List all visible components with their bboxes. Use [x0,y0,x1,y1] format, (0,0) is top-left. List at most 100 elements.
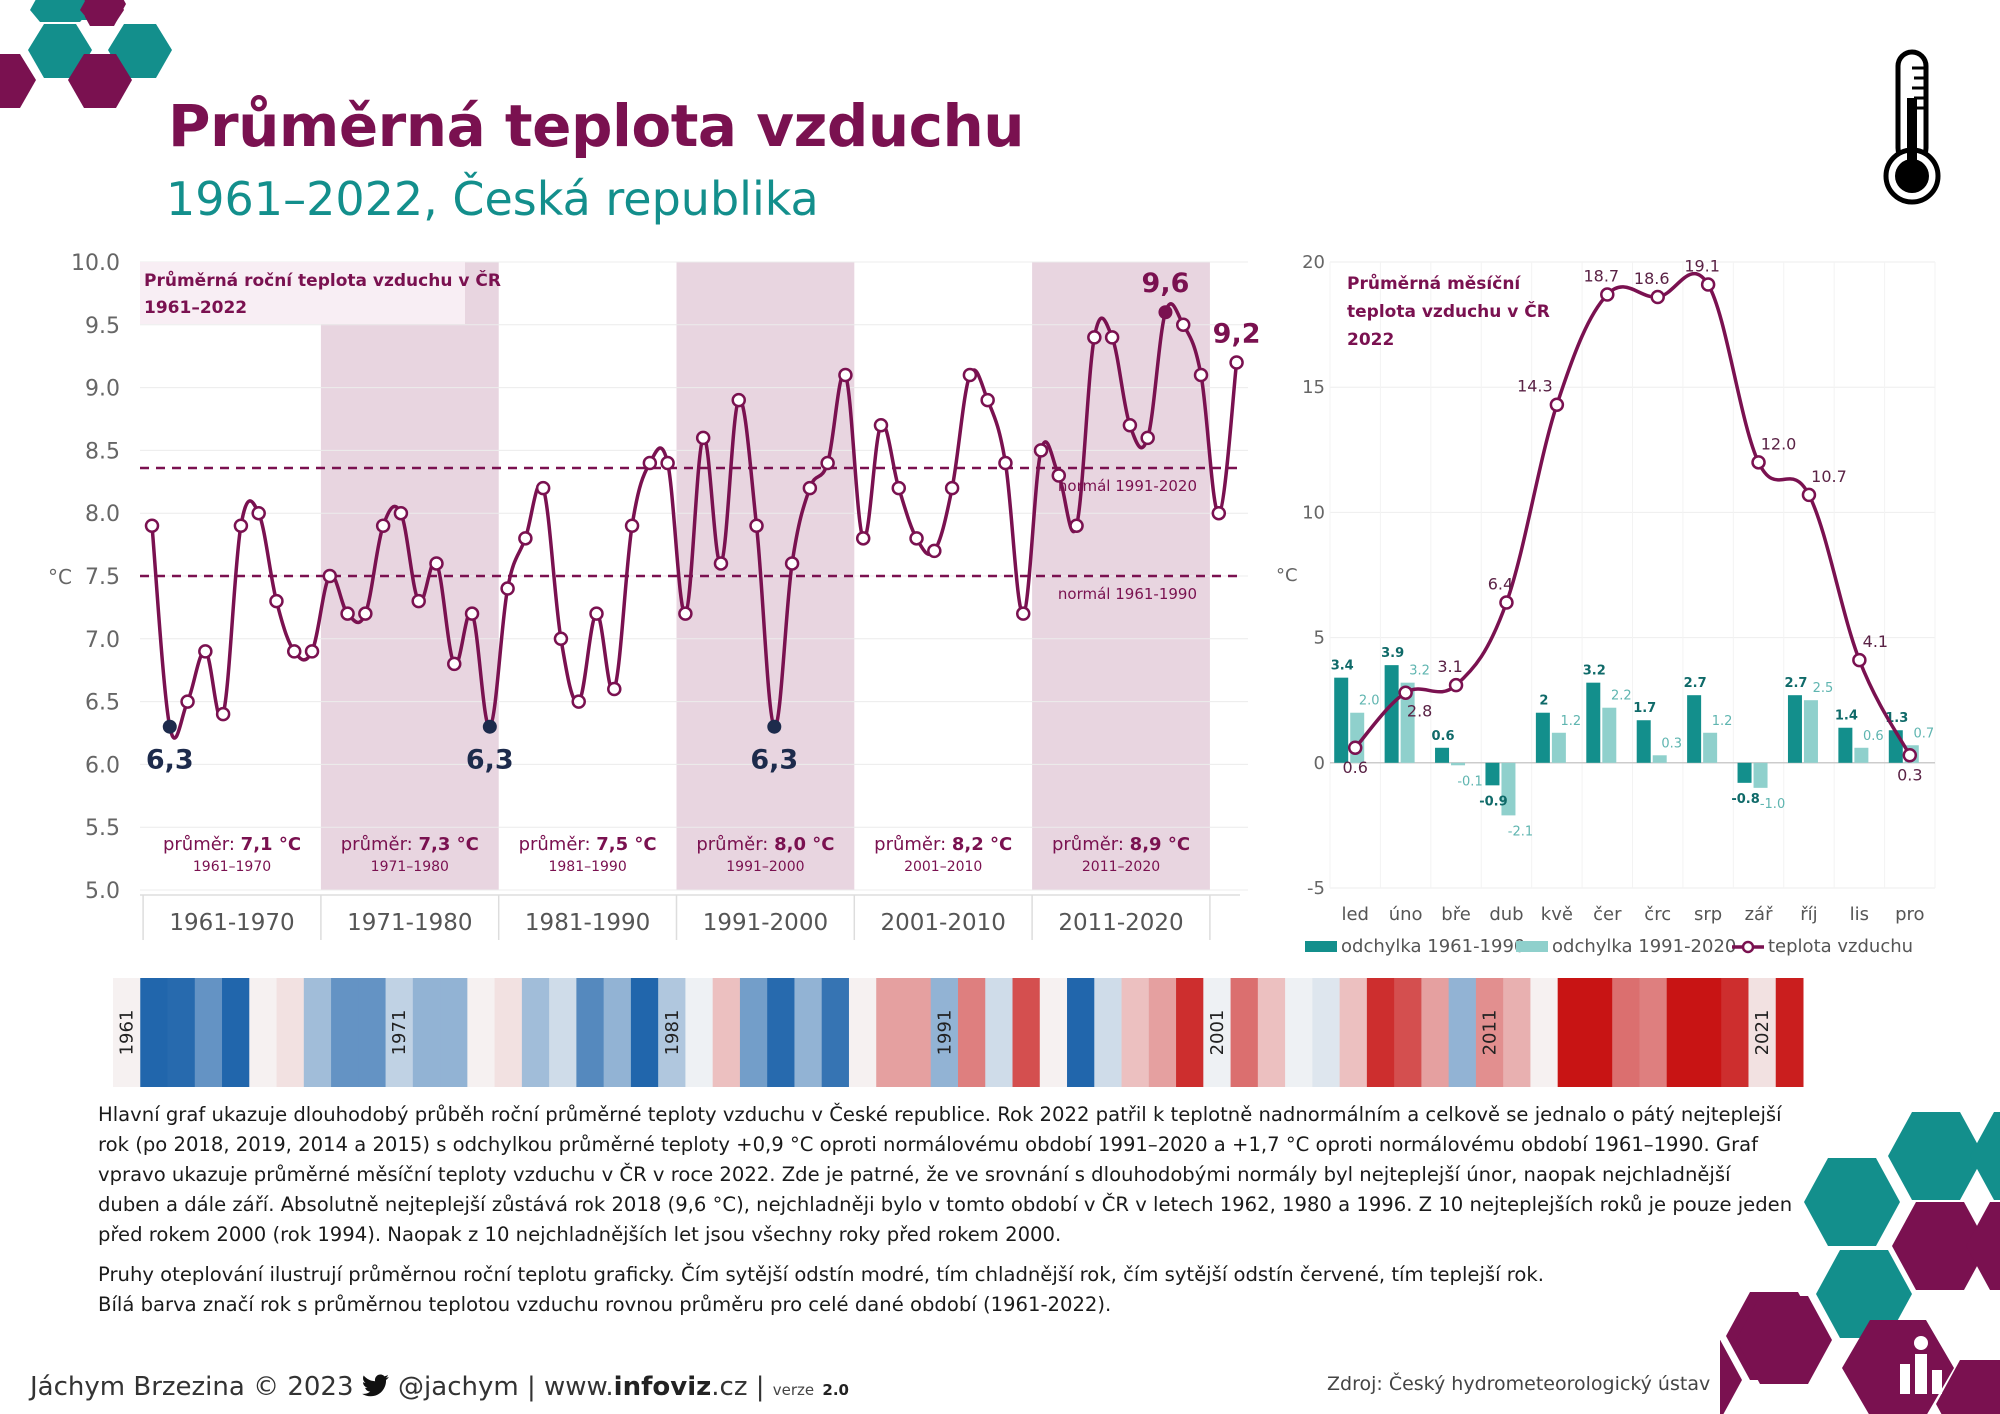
bar-label: 0.6 [1432,729,1455,744]
thermometer-icon [1883,49,1941,205]
description-paragraph-2: Pruhy oteplování ilustrují průměrnou roč… [98,1263,1544,1286]
y-tick-label: 7.0 [85,628,120,653]
author: Jáchym Brzezina © 2023 [30,1372,354,1402]
bar [1753,762,1768,788]
warming-stripe [1584,978,1613,1087]
data-point [393,505,409,521]
data-point [962,367,978,383]
monthly-temperature-chart: -5 0 5 10 15 20 °C Průměrná měsíční teplota vzdu… [1276,252,1936,957]
twitter-handle[interactable]: @jachym [398,1372,519,1402]
chart-title: Průměrná měsíční teplota vzduchu v ČR 2022 [1347,272,1550,350]
x-axis-decade-label: 1961-1970 [169,910,294,936]
warming-stripe [1666,978,1695,1087]
warming-stripe [658,978,686,1087]
data-point [784,556,800,571]
warming-stripe [1421,978,1450,1087]
data-point [1104,330,1120,345]
warming-stripe [249,978,278,1087]
warming-stripe [467,978,496,1087]
warming-stripe [1448,978,1477,1087]
data-point [144,518,160,534]
y-tick-label: 6.5 [85,691,120,716]
bar [1636,720,1651,763]
data-label: 2.8 [1407,702,1432,721]
data-point [1398,685,1413,700]
legend-swatch-point [1741,940,1755,954]
data-point [1015,606,1031,621]
y-tick-label: 10 [1302,502,1325,523]
bar-label: 2.0 [1359,694,1380,709]
data-point [660,455,675,471]
data-label: 10.7 [1811,467,1847,486]
bar-label: 1.2 [1561,714,1582,729]
warming-stripe [685,978,714,1087]
data-label: 19.1 [1684,257,1720,276]
highlight-value-label: 9,6 [1142,268,1190,299]
data-point [1087,330,1102,345]
data-label: 6.4 [1488,575,1513,594]
y-tick-label: 9.5 [85,314,120,339]
bar [1586,682,1601,763]
data-point [269,593,284,609]
data-point [767,719,782,734]
version-label: verze [772,1381,815,1399]
warming-stripe [1775,978,1804,1087]
warming-stripe [113,978,141,1087]
data-point [1650,289,1665,305]
data-point [251,505,266,521]
data-point [1211,505,1227,521]
warming-stripe [494,978,523,1087]
warming-stripe [630,978,659,1087]
website-link[interactable]: www.infoviz.cz [544,1372,748,1402]
data-point [891,480,907,496]
bar-label: 2.7 [1784,676,1807,691]
data-point [909,531,924,546]
data-point [1852,652,1867,668]
data-point [304,644,320,659]
data-point [340,606,355,621]
warming-stripe [140,978,169,1087]
bar-label: 3.2 [1409,664,1430,679]
x-axis-decade-label: 2011-2020 [1058,910,1183,936]
stripe-year-label: 1981 [662,1010,683,1056]
bar [1737,762,1752,783]
bar [1854,747,1869,763]
data-point [855,531,871,546]
decade-range: 1981–1990 [548,859,626,875]
warming-stripe [985,978,1014,1087]
data-point [1549,397,1565,412]
y-tick-label: 7.5 [85,565,120,590]
bar [1551,732,1566,763]
x-tick-label: zář [1745,904,1773,925]
data-point [571,694,586,709]
x-tick-label: říj [1800,904,1817,925]
y-tick-label: 6.0 [85,753,120,778]
page-title: Průměrná teplota vzduchu [168,92,1025,160]
decade-average: průměr: 7,1 °C [163,834,301,855]
warming-stripe [958,978,986,1087]
data-point [998,455,1013,471]
data-point [873,418,889,433]
bar-label: 0.3 [1661,736,1682,751]
warming-stripe [331,978,359,1087]
warming-stripe [1230,978,1259,1087]
data-point [1140,430,1155,446]
stripe-year-label: 2011 [1480,1010,1501,1056]
bar-label: -0.9 [1479,794,1507,809]
warming-stripe [303,978,332,1087]
decade-average: průměr: 8,0 °C [696,834,834,855]
data-point [1499,595,1514,610]
data-point [980,392,995,408]
data-label: 14.3 [1517,377,1553,396]
bar-label: -2.1 [1508,824,1533,839]
y-tick-label: 8.0 [85,502,120,527]
warming-stripe [167,978,196,1087]
warming-stripe [821,978,850,1087]
data-point [1700,277,1716,292]
warming-stripe [222,978,250,1087]
bar-label: -0.8 [1731,792,1759,807]
warming-stripe [1012,978,1041,1087]
warming-stripe [1693,978,1722,1087]
y-tick-label: 10.0 [71,251,120,276]
x-tick-label: úno [1389,904,1423,925]
